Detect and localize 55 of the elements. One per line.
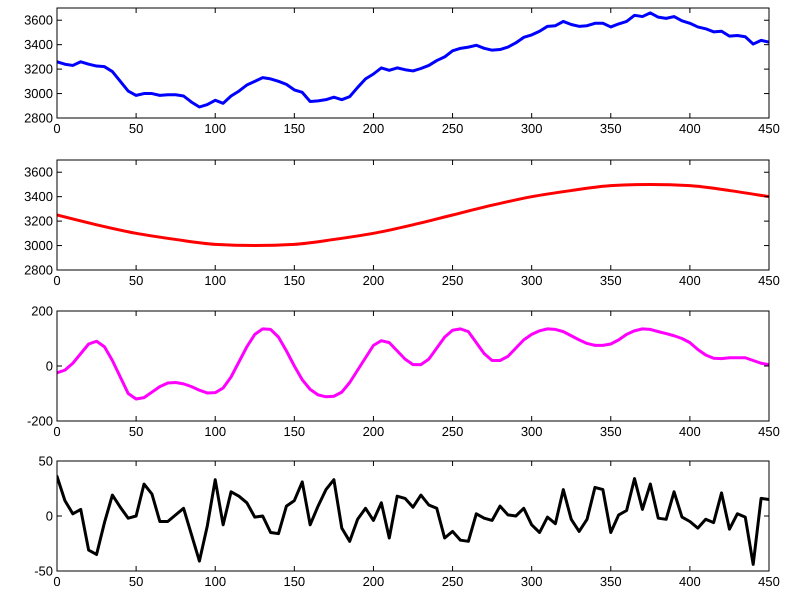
x-tick-label: 450: [758, 273, 780, 288]
x-tick-label: 250: [442, 574, 464, 589]
line-series: [57, 327, 769, 400]
x-tick-label: 100: [204, 273, 226, 288]
y-tick-label: 2800: [24, 262, 53, 278]
x-tick-label: 350: [600, 424, 622, 439]
x-tick-label: 350: [600, 574, 622, 589]
y-tick-label: 3600: [24, 164, 53, 180]
x-tick-label: 200: [362, 574, 384, 589]
x-tick-label: 250: [442, 121, 464, 136]
x-tick-label: 100: [204, 574, 226, 589]
x-tick-label: 450: [758, 121, 780, 136]
x-tick-label: 400: [679, 121, 701, 136]
y-tick-label: 200: [31, 304, 53, 318]
y-tick-label: 0: [46, 508, 53, 524]
x-tick-label: 50: [128, 574, 144, 589]
line-series: [57, 182, 769, 248]
y-tick-label: 0: [46, 358, 53, 374]
x-tick-label: 350: [600, 121, 622, 136]
y-tick-label: 3400: [24, 37, 53, 52]
x-tick-label: 300: [520, 424, 543, 439]
line-series: [57, 11, 769, 108]
y-tick-label: 3200: [24, 214, 53, 229]
y-tick-label: 2800: [24, 110, 53, 126]
y-tick-label: 3400: [24, 189, 53, 204]
x-tick-label: 150: [283, 121, 306, 136]
x-tick-label: 250: [442, 424, 464, 439]
x-tick-label: 450: [758, 574, 780, 589]
y-tick-label: -200: [26, 414, 53, 428]
y-tick-label: 3200: [24, 62, 53, 77]
x-tick-label: 250: [442, 273, 464, 288]
x-tick-label: 300: [520, 574, 543, 589]
x-tick-label: 300: [520, 273, 543, 288]
x-tick-label: 200: [362, 424, 384, 439]
y-tick-label: 3000: [24, 238, 53, 254]
x-tick-label: 50: [128, 424, 144, 439]
y-tick-label: 3000: [24, 86, 53, 102]
x-tick-label: 100: [204, 424, 226, 439]
x-tick-label: 350: [600, 273, 622, 288]
y-tick-label: -50: [34, 564, 53, 578]
y-tick-label: 3600: [24, 12, 53, 28]
x-tick-label: 450: [758, 424, 780, 439]
x-tick-label: 50: [128, 273, 144, 288]
x-tick-label: 400: [679, 574, 701, 589]
x-tick-label: 150: [283, 574, 306, 589]
x-tick-label: 200: [362, 273, 384, 288]
x-tick-label: 50: [128, 121, 144, 136]
x-tick-label: 150: [283, 424, 306, 439]
x-tick-label: 200: [362, 121, 384, 136]
x-tick-label: 300: [520, 121, 543, 136]
y-tick-label: 50: [38, 454, 53, 468]
x-tick-label: 150: [283, 273, 306, 288]
x-tick-label: 400: [679, 424, 701, 439]
x-tick-label: 400: [679, 273, 701, 288]
x-tick-label: 100: [204, 121, 226, 136]
